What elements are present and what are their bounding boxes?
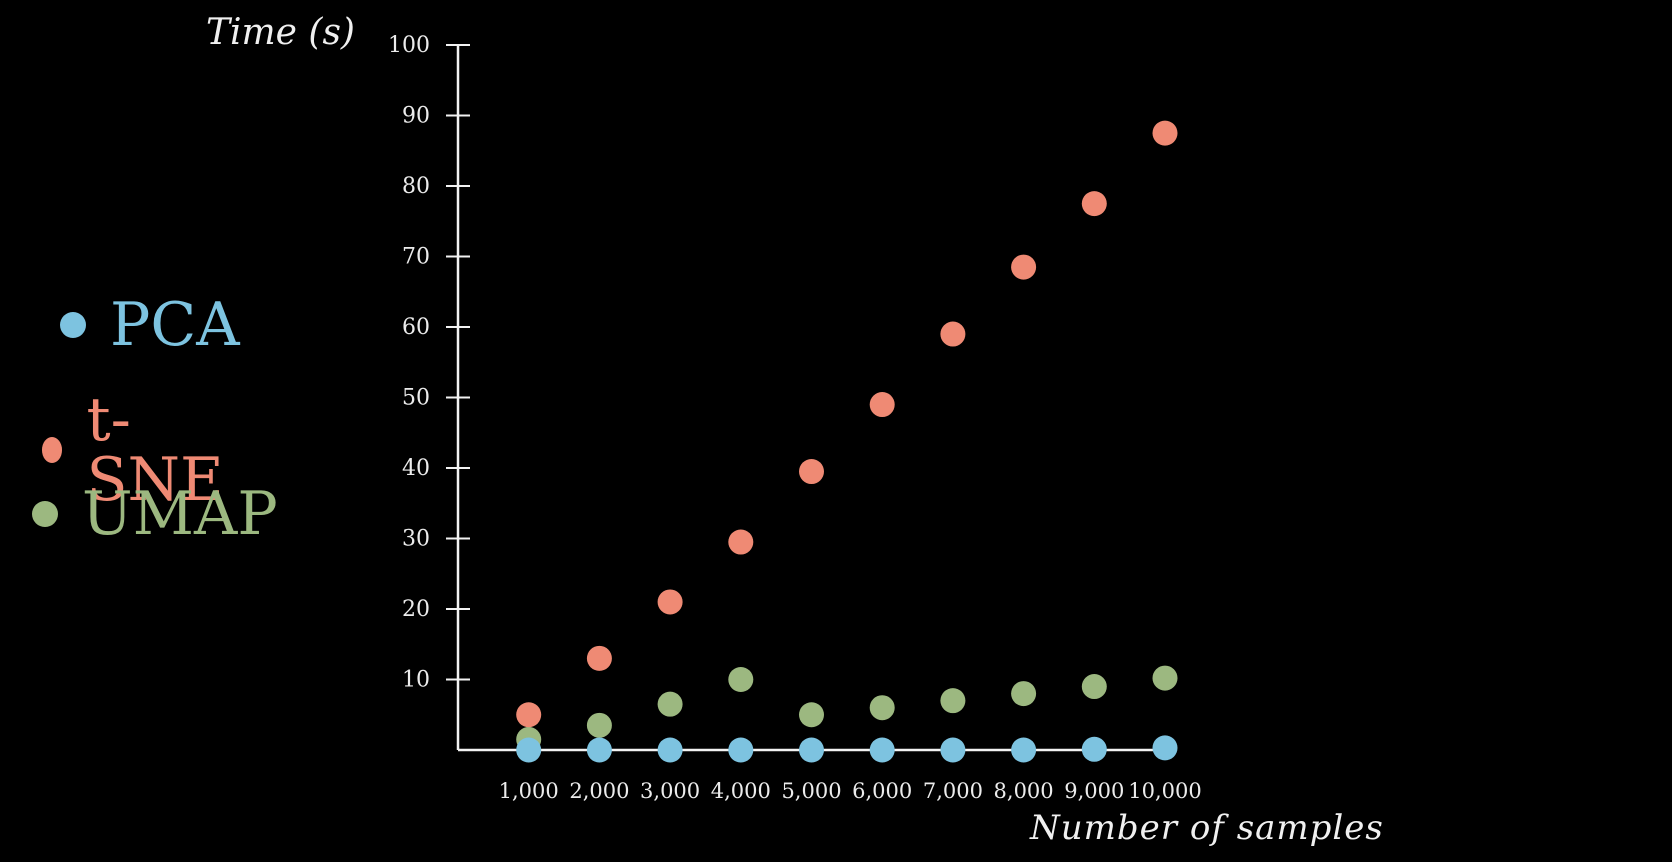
legend-item-pca: PCA	[60, 295, 240, 355]
x-tick-label: 8,000	[994, 779, 1054, 803]
pca-point	[516, 737, 542, 763]
legend-item-umap: UMAP	[32, 484, 278, 544]
umap-point	[869, 695, 895, 721]
umap-point	[799, 702, 824, 728]
y-tick-label: 40	[402, 456, 430, 481]
umap-point	[940, 688, 966, 714]
legend-marker-t-sne	[42, 437, 63, 463]
t-sne-point	[657, 589, 683, 615]
x-axis-title: Number of samples	[1030, 808, 1384, 848]
t-sne-point	[1152, 120, 1178, 146]
pca-point	[1011, 737, 1037, 763]
legend-label-pca: PCA	[110, 290, 240, 360]
t-sne-point	[940, 321, 966, 347]
pca-point	[940, 737, 966, 763]
t-sne-point	[516, 702, 542, 728]
legend-marker-pca	[60, 312, 86, 338]
y-tick-label: 60	[402, 315, 430, 340]
legend-marker-umap	[32, 501, 58, 527]
x-tick-label: 7,000	[923, 779, 983, 803]
pca-point	[869, 737, 895, 763]
t-sne-point	[728, 529, 754, 555]
legend-label-umap: UMAP	[82, 479, 278, 549]
x-tick-label: 6,000	[852, 779, 912, 803]
y-tick-label: 70	[402, 245, 430, 270]
legend-label-t-sne: t-SNE	[86, 385, 224, 515]
pca-point	[799, 737, 824, 763]
y-tick-label: 100	[388, 33, 430, 58]
y-tick-label: 50	[402, 386, 430, 411]
legend-item-t-sne: t-SNE	[42, 390, 229, 510]
y-tick-label: 90	[402, 104, 430, 129]
umap-point	[728, 667, 754, 692]
pca-point	[657, 737, 683, 763]
y-tick-label: 10	[402, 668, 430, 693]
x-tick-label: 3,000	[640, 779, 700, 803]
pca-point	[1081, 736, 1107, 762]
pca-point	[1152, 735, 1178, 761]
y-tick-label: 20	[402, 597, 430, 622]
x-tick-label: 2,000	[569, 779, 629, 803]
umap-point	[1011, 681, 1037, 707]
axes: 10 20 30 40 50 60 70 80 90 100 1,000 2,000 3,000 4,00…	[388, 33, 1202, 803]
y-tick-label: 30	[402, 527, 430, 552]
t-sne-point	[1081, 191, 1107, 217]
umap-point	[1081, 674, 1107, 700]
pca-point	[586, 737, 612, 763]
data-points	[516, 120, 1178, 763]
y-axis-title: Time (s)	[206, 12, 355, 53]
t-sne-point	[799, 459, 824, 485]
umap-point	[657, 691, 683, 717]
x-tick-label: 1,000	[499, 779, 559, 803]
umap-point	[586, 712, 612, 738]
t-sne-point	[869, 392, 895, 418]
x-tick-label: 5,000	[781, 779, 841, 803]
umap-point	[1152, 665, 1178, 691]
x-tick-label: 4,000	[711, 779, 771, 803]
t-sne-point	[1011, 254, 1037, 280]
t-sne-point	[586, 645, 612, 671]
x-tick-label: 10,000	[1128, 779, 1201, 803]
x-tick-label: 9,000	[1064, 779, 1124, 803]
pca-point	[728, 737, 754, 763]
y-tick-label: 80	[402, 174, 430, 199]
